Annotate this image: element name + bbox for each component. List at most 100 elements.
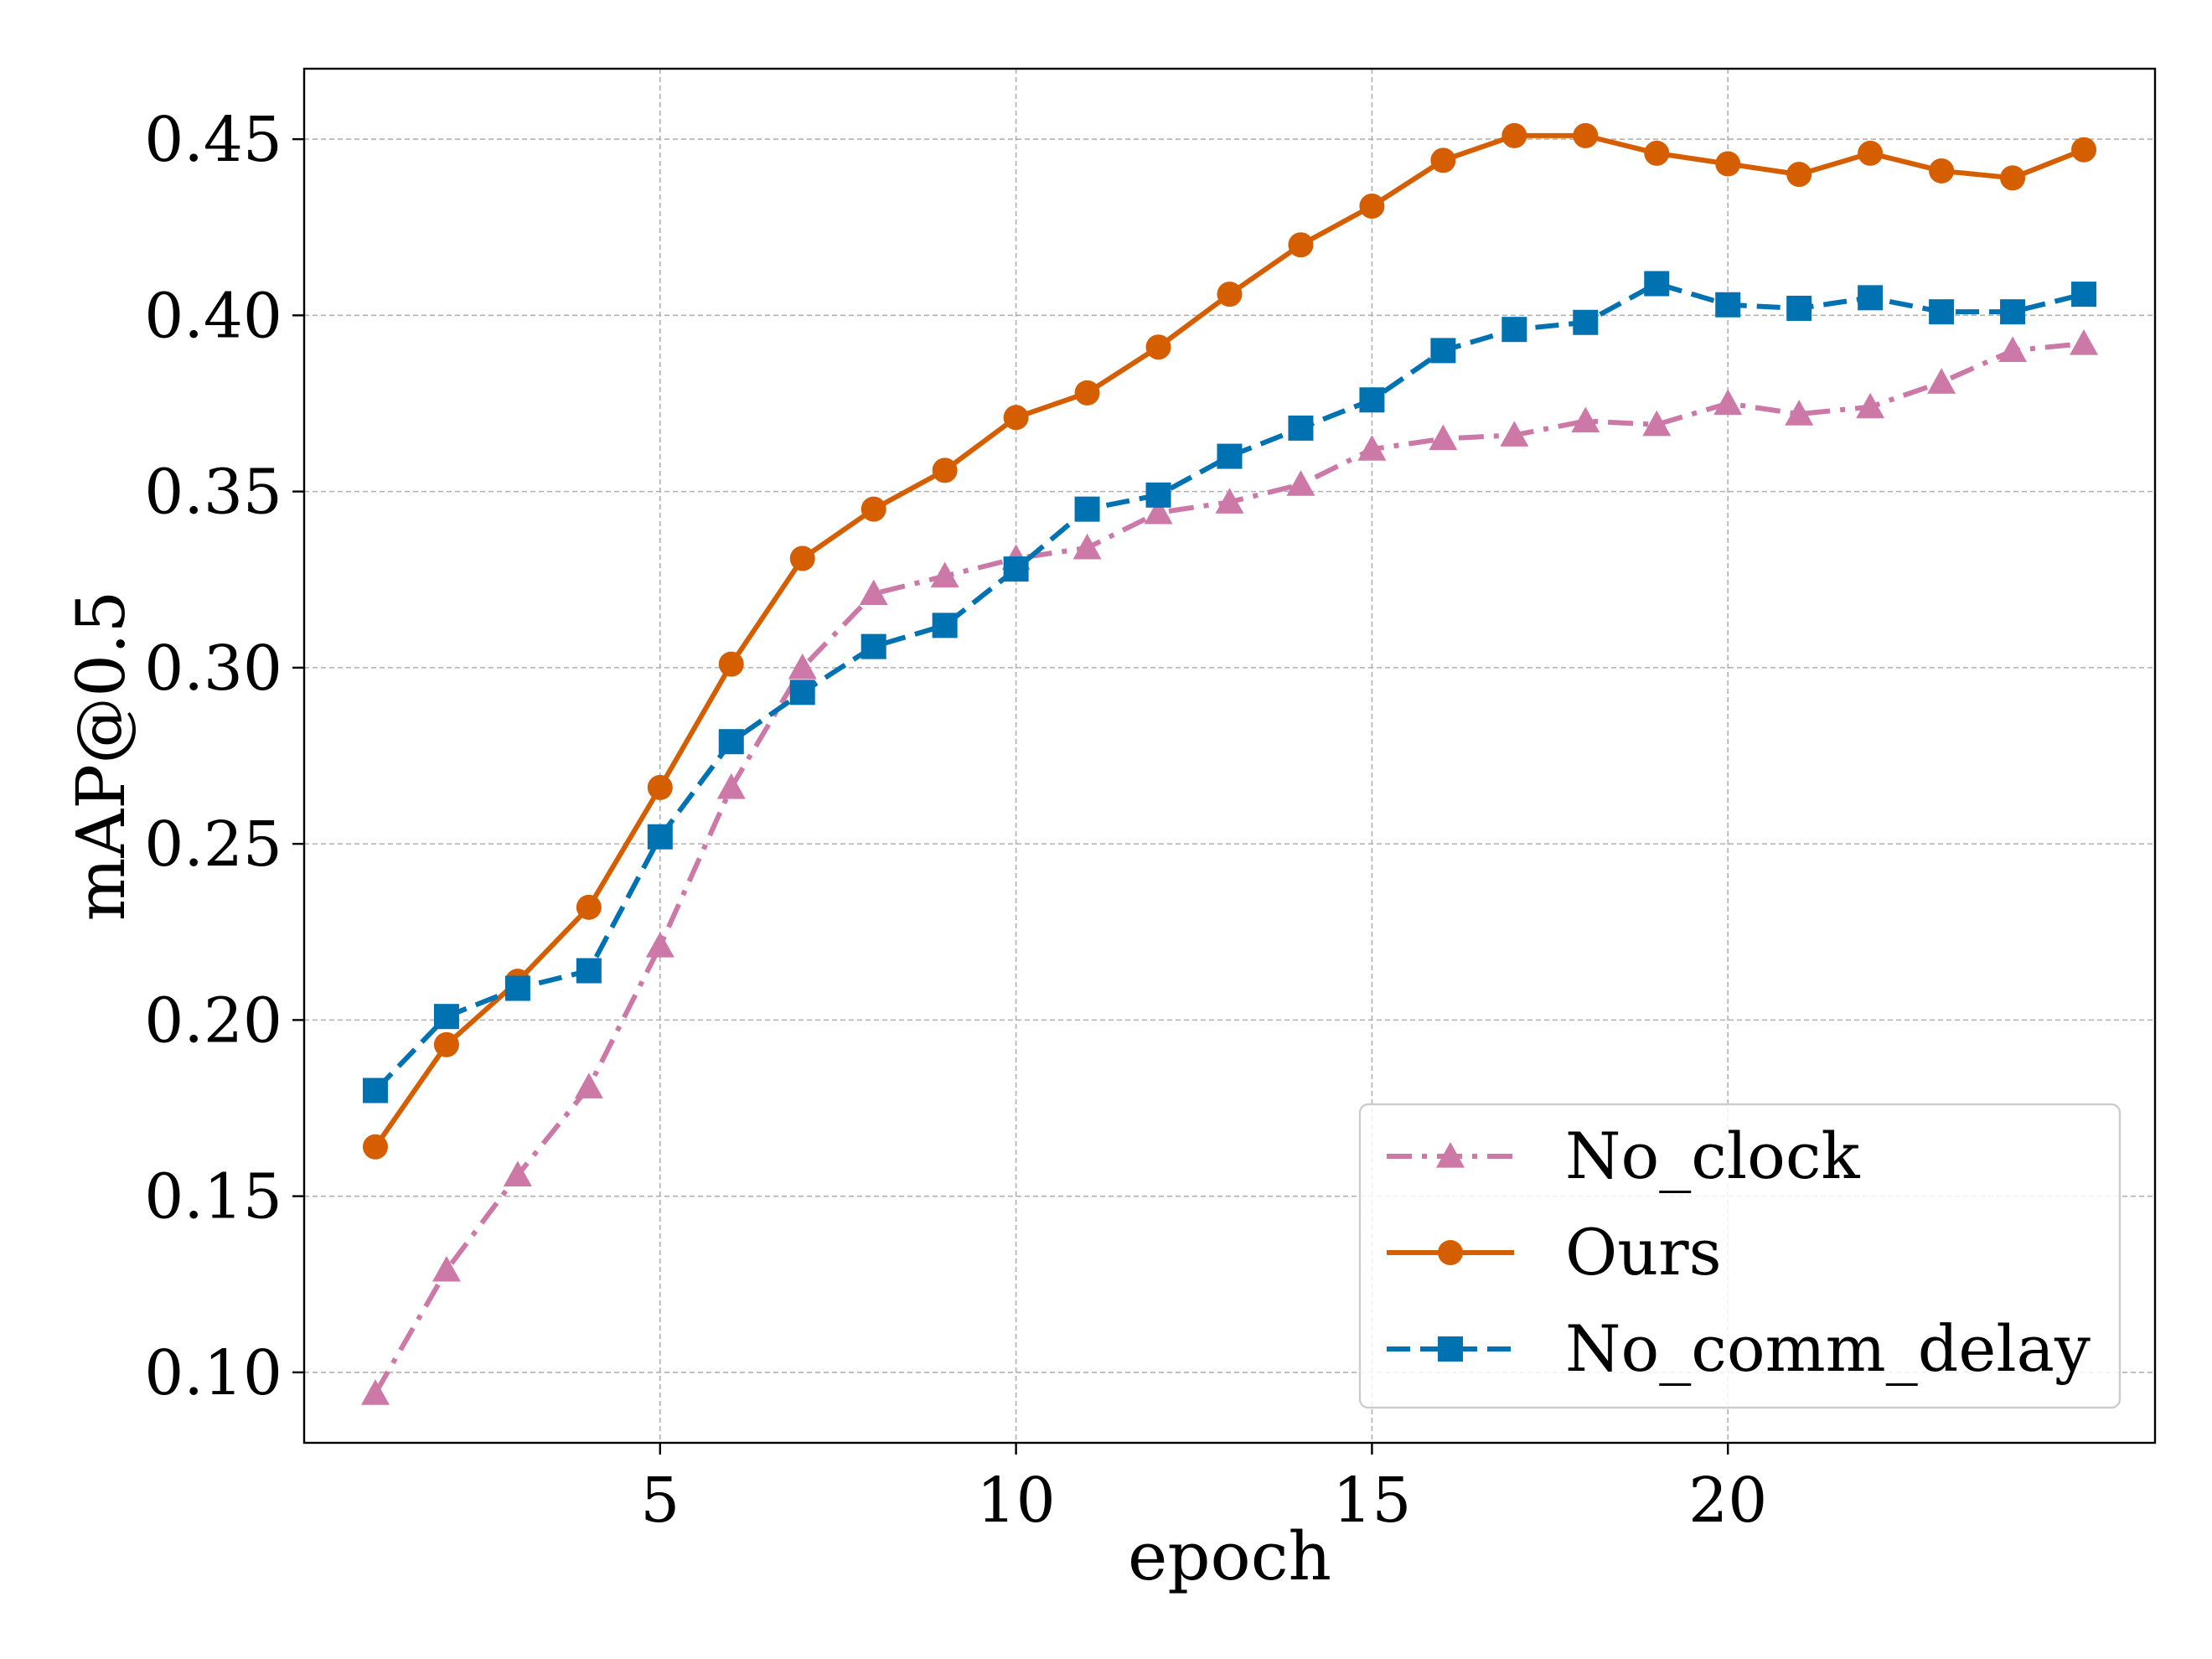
data-point [1998,336,2028,363]
data-point [1786,162,1812,188]
data-point [789,545,815,571]
data-point [1644,271,1670,297]
data-point [1501,122,1527,148]
data-point [718,729,744,755]
data-point [432,1255,461,1282]
legend-entry: Ours [1387,1215,1722,1289]
data-point [1856,392,1885,419]
legend-label: No_clock [1565,1119,1860,1193]
y-tick-label: 0.30 [144,633,282,705]
data-point [645,932,674,958]
data-point [859,579,888,606]
data-point [1713,389,1743,416]
data-point [362,1134,388,1160]
plot-frame [302,67,2157,1445]
series-line [373,281,2085,1093]
data-point [574,1072,603,1098]
data-point [433,1031,459,1057]
data-point [1215,488,1244,514]
data-point [504,975,530,1001]
data-point [1929,299,1955,325]
x-axis-label: epoch [1128,1517,1331,1595]
legend-marker [1436,1142,1465,1168]
series-Ours [362,122,2097,1160]
x-tick-label: 5 [640,1465,680,1537]
y-tick-label: 0.25 [144,809,282,881]
legend-marker [1438,1336,1463,1362]
data-point [1072,533,1102,560]
y-tick-label: 0.10 [144,1337,282,1409]
data-point [1858,285,1884,311]
data-point [1359,194,1385,219]
data-point [2070,329,2099,355]
x-tick-label: 20 [1688,1465,1767,1537]
data-point [1573,309,1599,335]
data-point [716,773,746,799]
data-point [2000,165,2026,191]
data-point [1286,470,1315,496]
legend-label: No_comm_delay [1565,1311,2091,1386]
data-point [1858,140,1884,166]
data-point [1359,387,1385,413]
x-tick-label: 15 [1332,1465,1411,1537]
ticks: 5 10 15 20 0.10 0.15 0.20 0.25 0.30 0.35 0.40 0.45 [144,104,1767,1537]
y-tick-label: 0.20 [144,985,282,1057]
data-point [1644,140,1670,166]
y-tick-label: 0.45 [144,104,282,176]
data-point [930,561,959,588]
data-point [2071,282,2097,308]
data-point [718,651,744,677]
data-point [789,680,815,705]
data-point [360,1379,390,1405]
data-point [1357,435,1387,461]
data-point [1144,498,1173,525]
data-point [1715,292,1741,318]
y-tick-label: 0.40 [144,280,282,352]
data-point [1785,400,1814,426]
y-tick-label: 0.35 [144,457,282,529]
legend-entry: No_comm_delay [1387,1311,2091,1386]
data-point [1715,151,1741,177]
data-point [576,894,602,920]
data-point [1786,295,1812,321]
data-point [1642,410,1672,437]
data-point [861,496,886,522]
data-point [1145,334,1171,360]
legend-label: Ours [1565,1215,1722,1289]
data-point [1500,421,1529,447]
data-point [576,958,602,984]
data-point [1145,482,1171,508]
data-point [647,774,673,800]
data-point [932,612,958,638]
x-tick-label: 10 [977,1465,1056,1537]
data-point [1074,496,1100,522]
legend-box [1358,1103,2122,1409]
data-point [1288,415,1314,441]
data-point [1429,424,1458,451]
data-point [1927,368,1956,394]
data-point [1217,443,1243,469]
data-point [1430,147,1456,173]
data-point [647,824,673,850]
data-point [2000,299,2026,325]
data-point [362,1078,388,1103]
data-point [1288,232,1314,258]
data-point [1430,338,1456,364]
legend-entry: No_clock [1387,1119,1860,1193]
legend: No_clock Ours No_comm_delay [1358,1103,2122,1409]
data-point [1929,158,1955,183]
data-point [1003,556,1029,582]
series-layer [360,122,2099,1405]
data-point [1074,380,1100,406]
data-point [1501,317,1527,343]
data-point [932,457,958,483]
y-tick-label: 0.15 [144,1161,282,1233]
data-point [1571,406,1600,433]
data-point [503,1160,532,1187]
data-point [2071,137,2097,163]
data-point [1003,405,1029,431]
y-axis-label: mAP@0.5 [62,591,140,922]
series-No_comm_delay [362,271,2097,1103]
data-point [1217,282,1243,308]
